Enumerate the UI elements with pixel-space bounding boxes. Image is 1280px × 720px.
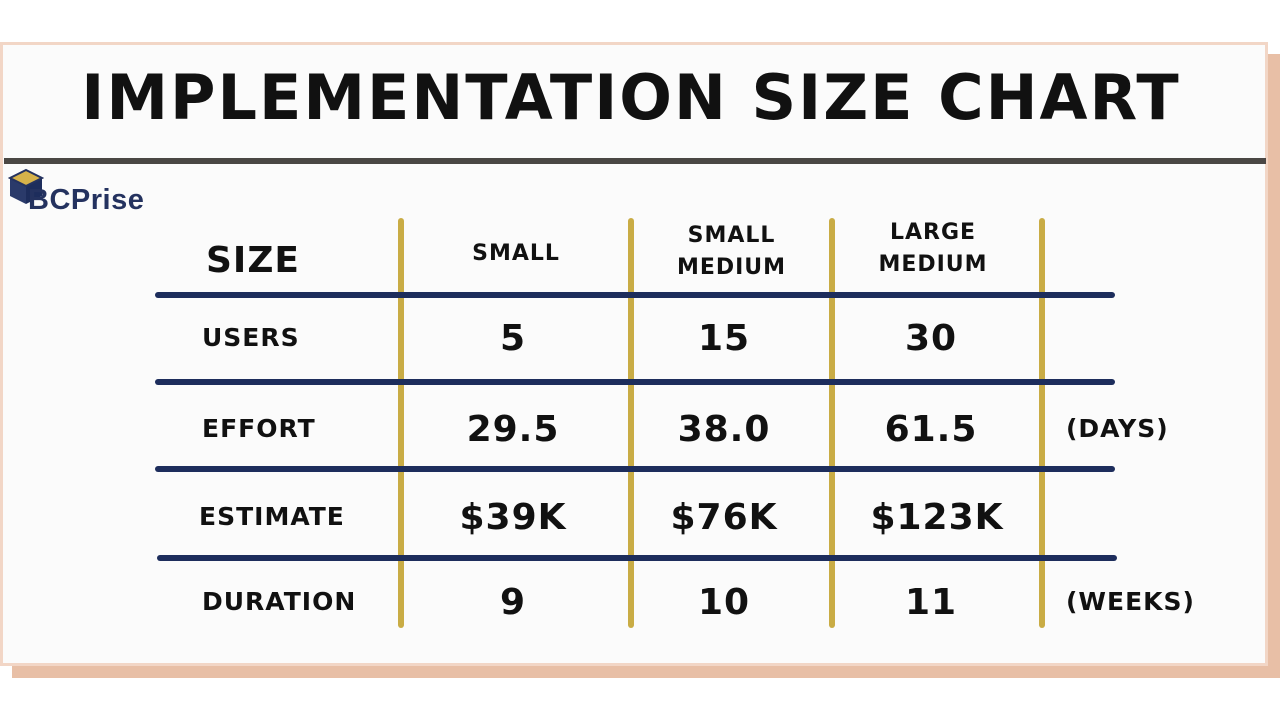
size-header-label: SIZE [206, 240, 301, 281]
column-divider [1039, 218, 1045, 628]
chart-card [0, 42, 1268, 666]
users-small-medium-value: 15 [697, 318, 751, 359]
column-header-small: SMALL [472, 241, 560, 266]
duration-unit: (WEEKS) [1066, 587, 1195, 616]
row-label-effort: EFFORT [202, 414, 316, 443]
row-divider [157, 555, 1117, 561]
title-divider [4, 158, 1266, 164]
column-divider [628, 218, 634, 628]
users-small-value: 5 [499, 318, 527, 359]
estimate-small-value: $39K [459, 497, 567, 538]
effort-large-medium-value: 61.5 [884, 409, 978, 450]
estimate-small-medium-value: $76K [670, 497, 778, 538]
row-divider [155, 379, 1115, 385]
row-label-duration: DURATION [202, 587, 357, 616]
column-divider [829, 218, 835, 628]
estimate-large-medium-value: $123K [870, 497, 1004, 538]
cube-logo-icon [8, 168, 44, 204]
users-large-medium-value: 30 [904, 318, 958, 359]
row-label-estimate: ESTIMATE [199, 502, 345, 531]
column-header-small-medium: SMALL MEDIUM [676, 223, 787, 280]
row-divider [155, 292, 1115, 298]
effort-small-value: 29.5 [466, 409, 560, 450]
brand-logo: BCPrise [8, 168, 178, 224]
row-divider [155, 466, 1115, 472]
duration-small-value: 9 [499, 582, 527, 623]
column-header-large-medium: LARGE MEDIUM [878, 220, 988, 277]
duration-small-medium-value: 10 [697, 582, 751, 623]
column-divider [398, 218, 404, 628]
page-title: IMPLEMENTATION SIZE CHART [81, 61, 1181, 134]
effort-unit: (DAYS) [1066, 414, 1169, 443]
effort-small-medium-value: 38.0 [677, 409, 771, 450]
duration-large-medium-value: 11 [904, 582, 958, 623]
logo-text: BCPrise [28, 184, 145, 216]
row-label-users: USERS [202, 323, 300, 352]
